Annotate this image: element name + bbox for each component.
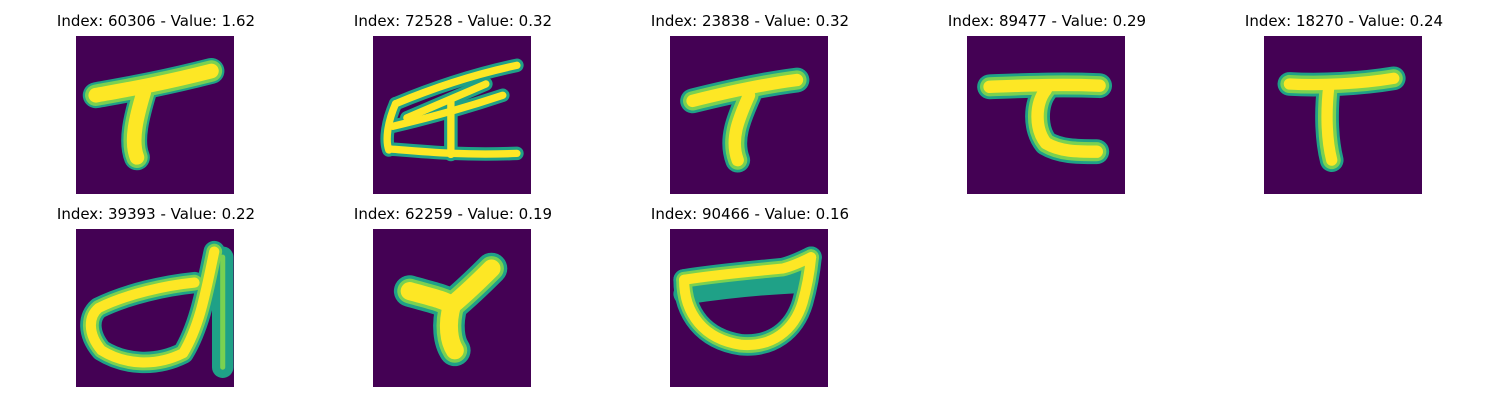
panel-title: Index: 60306 - Value: 1.62: [56, 12, 256, 30]
digit-panel: Index: 18270 - Value: 0.24: [1224, 12, 1464, 194]
digit-image: [373, 229, 531, 387]
panel-title: Index: 72528 - Value: 0.32: [353, 12, 553, 30]
digit-panel: Index: 62259 - Value: 0.19: [333, 205, 573, 387]
digit-panel: Index: 23838 - Value: 0.32: [630, 12, 870, 194]
digit-panel: Index: 89477 - Value: 0.29: [927, 12, 1167, 194]
digit-image: [373, 36, 531, 194]
digit-image: [1264, 36, 1422, 194]
panel-title: Index: 89477 - Value: 0.29: [947, 12, 1147, 30]
digit-panel: Index: 90466 - Value: 0.16: [630, 205, 870, 387]
digit-panel: Index: 60306 - Value: 1.62: [36, 12, 276, 194]
digit-image: [967, 36, 1125, 194]
digit-image: [670, 36, 828, 194]
digit-image: [76, 229, 234, 387]
panel-title: Index: 18270 - Value: 0.24: [1244, 12, 1444, 30]
digit-panel: Index: 72528 - Value: 0.32: [333, 12, 573, 194]
digit-image: [670, 229, 828, 387]
panel-title: Index: 62259 - Value: 0.19: [353, 205, 553, 223]
panel-title: Index: 39393 - Value: 0.22: [56, 205, 256, 223]
panel-title: Index: 90466 - Value: 0.16: [650, 205, 850, 223]
digit-panel: Index: 39393 - Value: 0.22: [36, 205, 276, 387]
panel-title: Index: 23838 - Value: 0.32: [650, 12, 850, 30]
digit-image: [76, 36, 234, 194]
